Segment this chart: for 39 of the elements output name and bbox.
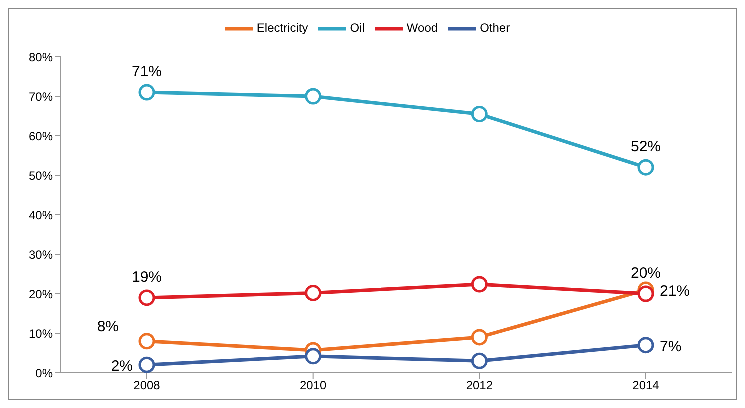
point — [305, 348, 322, 365]
y-tick-label: 10% — [28, 326, 54, 341]
point — [305, 284, 322, 302]
data-label: 71% — [132, 64, 162, 81]
data-label: 2% — [111, 358, 133, 376]
y-tick-label: 0% — [36, 366, 54, 380]
point — [138, 290, 156, 306]
point — [638, 159, 654, 176]
data-label: 21% — [660, 283, 690, 300]
y-tick-label: 60% — [28, 129, 54, 144]
point — [471, 276, 488, 293]
point — [471, 352, 488, 370]
point — [638, 337, 654, 354]
legend-label: Other — [480, 21, 510, 36]
y-tick-label: 70% — [28, 90, 54, 104]
point — [638, 286, 654, 302]
y-tick-label: 40% — [28, 208, 54, 222]
data-label: 19% — [132, 268, 162, 286]
point — [138, 356, 156, 373]
data-label: 8% — [97, 318, 119, 336]
point — [305, 88, 322, 105]
y-tick-label: 80% — [28, 50, 54, 64]
legend-label: Electricity — [256, 21, 308, 36]
point — [138, 84, 156, 101]
x-tick-label: 2010 — [300, 378, 328, 393]
x-tick-label: 2014 — [632, 378, 660, 393]
point — [138, 333, 156, 350]
point — [471, 106, 488, 123]
data-label: 20% — [630, 265, 662, 282]
legend-label: Wood — [406, 21, 438, 36]
x-tick-label: 2008 — [134, 378, 161, 393]
data-label: 52% — [630, 138, 662, 156]
point — [471, 329, 488, 346]
legend-label: Oil — [350, 21, 365, 36]
y-tick-label: 20% — [28, 287, 54, 302]
data-label: 7% — [660, 338, 682, 356]
y-tick-label: 30% — [28, 248, 54, 262]
x-tick-label: 2012 — [466, 378, 494, 393]
y-tick-label: 50% — [28, 168, 54, 183]
